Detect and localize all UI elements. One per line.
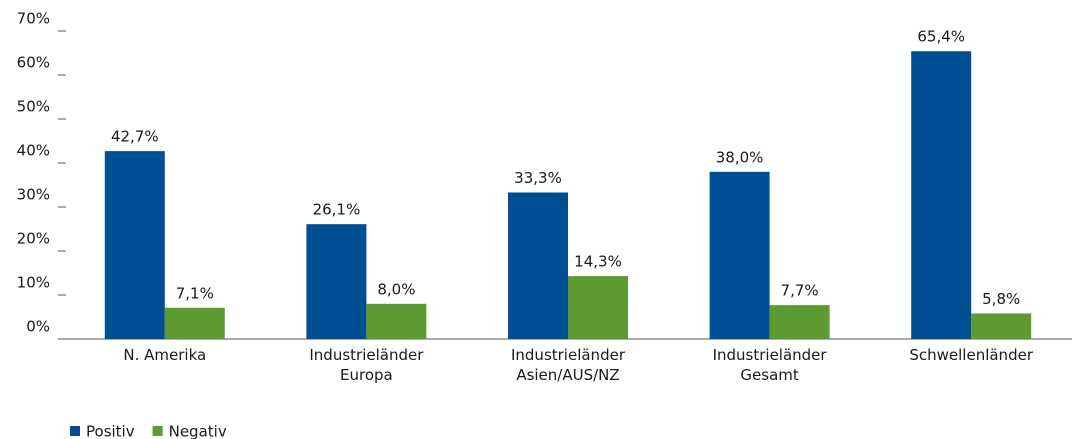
data-label: 38,0% xyxy=(716,148,764,166)
x-tick-label: N. Amerika xyxy=(123,346,207,364)
legend-label: Negativ xyxy=(169,423,227,439)
data-label: 5,8% xyxy=(982,290,1020,308)
bar xyxy=(709,171,770,339)
bar xyxy=(366,303,427,339)
bar xyxy=(568,276,628,339)
x-tick-label: Industrieländer Europa xyxy=(309,346,424,384)
y-tick-label: 60% xyxy=(17,54,50,72)
x-tick-label: Schwellenländer xyxy=(909,346,1033,364)
legend-label: Positiv xyxy=(86,423,135,439)
y-tick-label: 40% xyxy=(17,142,50,160)
legend-swatch xyxy=(70,426,80,436)
legend-swatch xyxy=(152,426,163,436)
y-tick-label: 20% xyxy=(17,230,50,248)
bar xyxy=(306,224,367,339)
data-label: 42,7% xyxy=(111,128,159,146)
x-tick-label: Industrieländer Asien/AUS/NZ xyxy=(510,346,625,384)
bar xyxy=(164,307,225,339)
y-tick-label: 70% xyxy=(17,10,50,28)
data-label: 65,4% xyxy=(917,28,965,46)
y-tick-label: 10% xyxy=(17,274,50,292)
y-tick-label: 30% xyxy=(17,186,50,204)
y-tick-label: 50% xyxy=(17,98,50,116)
data-label: 33,3% xyxy=(514,169,562,187)
data-label: 7,7% xyxy=(781,282,819,300)
bar xyxy=(104,151,165,339)
data-label: 7,1% xyxy=(176,284,214,302)
x-tick-label: Industrieländer Gesamt xyxy=(712,346,827,384)
bar xyxy=(971,313,1032,339)
data-label: 8,0% xyxy=(377,280,415,298)
bar xyxy=(911,51,972,340)
data-label: 26,1% xyxy=(313,201,361,219)
data-label: 14,3% xyxy=(574,253,622,271)
bar xyxy=(508,192,568,339)
bar xyxy=(769,305,830,339)
y-tick-label: 0% xyxy=(26,318,50,336)
